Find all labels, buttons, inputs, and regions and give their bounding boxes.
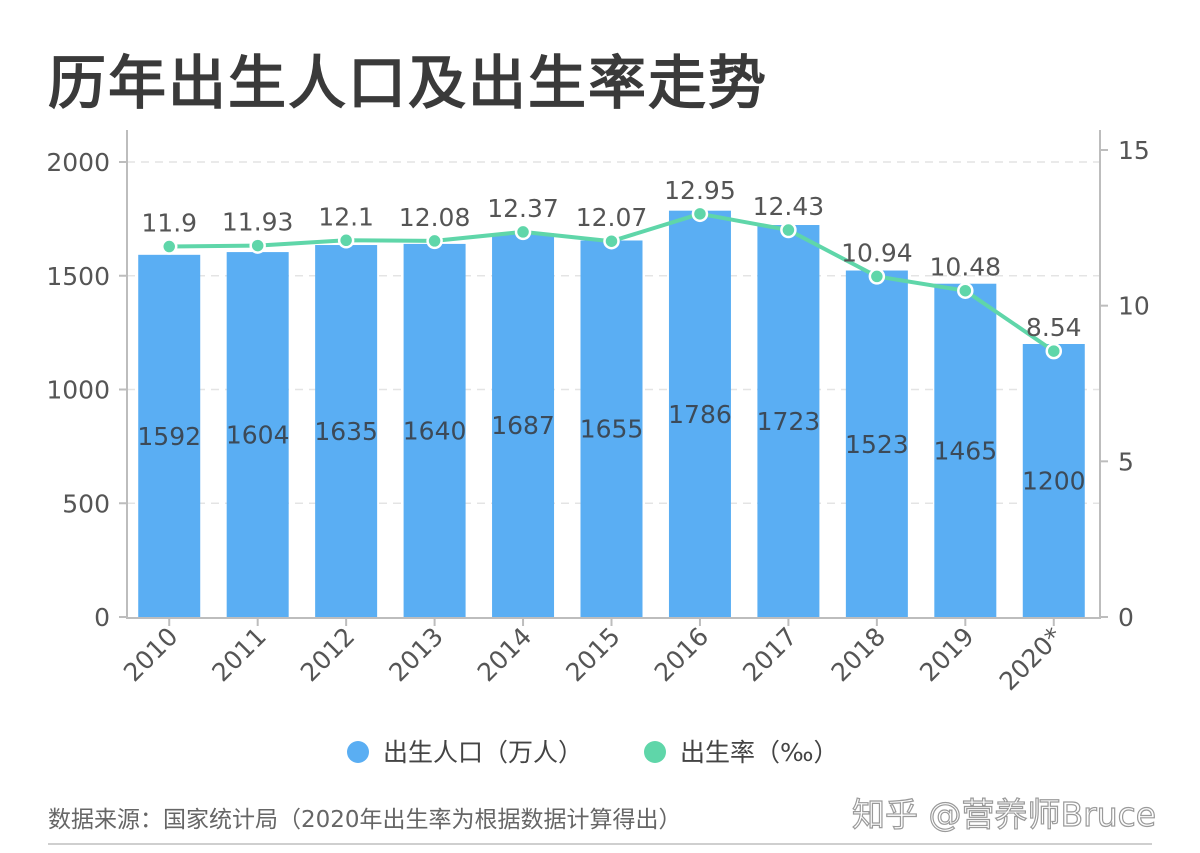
x-tick-label: 2020* [994, 622, 1068, 696]
x-tick-label: 2015 [560, 622, 625, 687]
bar [315, 245, 378, 617]
bar-value-label: 1640 [403, 416, 467, 445]
birth-rate-line [160, 205, 1063, 360]
x-tick-labels: 2010 2011 2012 2013 2014 2015 2016 2017 2018 2019… [118, 622, 1068, 696]
rate-value-label: 12.07 [576, 203, 648, 232]
y-right-tick-label: 0 [1118, 603, 1134, 632]
bar-value-label: 1200 [1022, 467, 1086, 496]
rate-point [514, 223, 532, 241]
legend-label-rate: 出生率（‰） [680, 738, 839, 767]
y-left-tick-label: 1000 [46, 376, 110, 405]
y-left-tick-label: 2000 [46, 148, 110, 177]
bar-value-labels: 1592 1604 1635 1640 1687 1655 1786 1723 1523 1465… [137, 400, 1085, 496]
bar [226, 252, 289, 617]
x-tick-label: 2011 [206, 622, 271, 687]
bar-value-label: 1465 [934, 436, 998, 465]
y-left-tick-label: 0 [94, 603, 110, 632]
rate-point [603, 232, 620, 250]
x-tick-label: 2018 [826, 622, 891, 687]
bar-value-label: 1687 [491, 411, 555, 440]
rate-value-label: 8.54 [1026, 313, 1082, 342]
watermark: 知乎 @营养师Bruce [851, 794, 1157, 834]
x-tick-label: 2013 [383, 622, 448, 687]
x-tick-label: 2014 [472, 622, 537, 687]
y-tick-labels: 0 500 1000 1500 2000 0 5 10 15 [46, 136, 1149, 632]
rate-value-label: 10.48 [930, 253, 1002, 282]
legend-marker-births [347, 741, 369, 763]
bar-value-label: 1635 [314, 417, 378, 446]
bar [757, 225, 820, 617]
rate-point [1045, 342, 1063, 360]
x-tick-label: 2016 [649, 622, 714, 687]
rate-value-label: 11.93 [222, 208, 294, 237]
legend: 出生人口（万人） 出生率（‰） [347, 738, 839, 767]
source-note: 数据来源：国家统计局（2020年出生率为根据数据计算得出） [48, 807, 682, 833]
x-tick-label: 2017 [737, 622, 802, 687]
rate-value-label: 12.43 [753, 192, 825, 221]
rate-value-label: 10.94 [841, 238, 913, 267]
y-right-tick-label: 15 [1118, 136, 1150, 165]
rate-point [780, 221, 797, 239]
chart-title: 历年出生人口及出生率走势 [48, 49, 769, 117]
bar [403, 243, 466, 617]
x-tick-label: 2010 [118, 622, 183, 687]
bar-value-label: 1604 [226, 421, 290, 450]
rate-point [426, 232, 443, 250]
rate-value-label: 12.08 [399, 203, 471, 232]
y-left-tick-label: 500 [62, 489, 110, 518]
rate-point [868, 268, 886, 285]
bar [138, 254, 201, 617]
bottom-divider [48, 843, 1152, 845]
bar-value-label: 1592 [137, 422, 201, 451]
bars [138, 210, 1085, 618]
rate-value-label: 12.95 [664, 176, 736, 205]
bar [1022, 344, 1085, 617]
x-tick-label: 2019 [914, 622, 979, 687]
y-left-tick-label: 1500 [46, 262, 110, 291]
axes [119, 130, 1108, 626]
bar [492, 233, 555, 617]
rate-value-label: 11.9 [141, 209, 197, 238]
rate-point [160, 238, 178, 255]
rate-value-label: 12.37 [487, 194, 559, 223]
line-value-labels: 11.9 11.93 12.1 12.08 12.37 12.07 12.95 12.43 10… [141, 176, 1081, 342]
bar [668, 210, 731, 617]
rate-point [957, 282, 974, 299]
y-right-tick-label: 5 [1118, 447, 1134, 476]
bar [580, 240, 643, 618]
bar-value-label: 1523 [845, 430, 909, 459]
y-right-tick-label: 10 [1118, 292, 1150, 321]
rate-value-label: 12.1 [318, 202, 374, 231]
bar-value-label: 1655 [580, 415, 644, 444]
bar-value-label: 1723 [757, 407, 821, 436]
rate-point [249, 237, 266, 254]
legend-label-births: 出生人口（万人） [383, 738, 583, 767]
bar-value-label: 1786 [668, 400, 732, 429]
rate-point [337, 232, 355, 249]
legend-marker-rate [644, 741, 666, 763]
rate-point [691, 205, 709, 223]
bar [845, 270, 908, 617]
x-tick-label: 2012 [295, 622, 360, 687]
bar [934, 283, 997, 617]
